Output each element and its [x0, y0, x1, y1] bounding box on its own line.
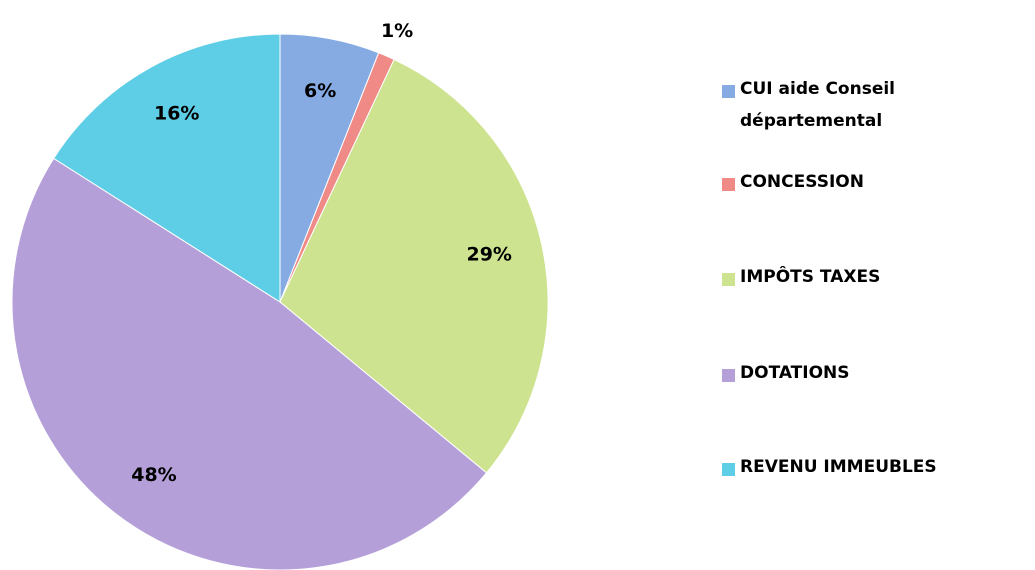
- pie-slice: [279, 58, 549, 474]
- legend-item: DOTATIONS: [722, 363, 1027, 389]
- legend-label: CUI aide Conseil départemental: [740, 79, 896, 131]
- pie-slice: [53, 33, 281, 303]
- legend-label: IMPÔTS TAXES: [740, 267, 881, 287]
- legend-swatch: [722, 85, 735, 98]
- legend-swatch: [722, 463, 735, 476]
- legend-swatch: [722, 369, 735, 382]
- data-label: 1%: [381, 20, 413, 42]
- legend-swatch: [722, 273, 735, 286]
- data-label: 48%: [131, 464, 176, 486]
- pie-slice: [11, 157, 488, 570]
- data-label: 16%: [154, 103, 199, 125]
- data-label: 29%: [466, 244, 511, 266]
- legend-item: REVENU IMMEUBLES: [722, 457, 1027, 483]
- data-label: 6%: [304, 80, 336, 102]
- legend-swatch: [722, 178, 735, 191]
- legend-label: DOTATIONS: [740, 363, 850, 383]
- legend-item: CUI aide Conseil départemental: [722, 79, 1027, 137]
- legend-label: REVENU IMMEUBLES: [740, 457, 937, 477]
- legend-label: CONCESSION: [740, 172, 864, 192]
- legend-item: IMPÔTS TAXES: [722, 267, 1027, 293]
- legend-item: CONCESSION: [722, 172, 1027, 198]
